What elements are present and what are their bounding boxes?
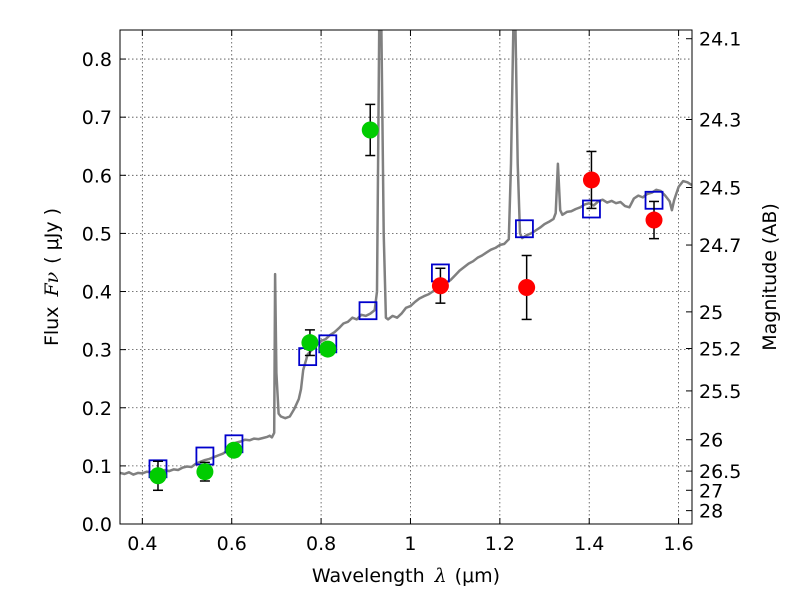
- magnitude-tick-label: 24.1: [699, 29, 741, 51]
- x-tick-label: 0.4: [127, 533, 157, 555]
- x-tick-label: 0.8: [306, 533, 336, 555]
- plot-frame: [119, 29, 693, 525]
- model-square-marker: [515, 219, 534, 239]
- magnitude-tick-label: 24.3: [699, 110, 741, 132]
- observed-point-marker: [582, 171, 600, 189]
- observed-point-marker: [361, 121, 379, 139]
- magnitude-tick-label: 25.5: [699, 381, 741, 403]
- observed-point-marker: [196, 463, 214, 481]
- magnitude-tick-label: 27: [699, 480, 723, 502]
- magnitude-tick-label: 24.5: [699, 177, 741, 199]
- magnitude-tick-label: 26: [699, 430, 723, 452]
- x-tick-label: 0.6: [217, 533, 247, 555]
- observed-point-marker: [319, 340, 337, 358]
- ticks-layer: 0.4 0.6 0.8 1 1.2 1.4 1.6 0.0 0.1 0.2 0.3 0.4 0.5 0.6…: [82, 29, 742, 555]
- right-axis-label: Magnitude (AB): [759, 203, 781, 351]
- spectrum-line: [120, 30, 692, 476]
- y-tick-label: 0.2: [82, 398, 112, 420]
- observed-point-marker: [518, 278, 536, 296]
- magnitude-tick-label: 26.5: [699, 461, 741, 483]
- y-tick-label: 0.5: [82, 223, 112, 245]
- magnitude-tick-label: 25: [699, 302, 723, 324]
- observed-point-marker: [645, 211, 663, 229]
- error-bars-layer: [152, 103, 660, 492]
- y-tick-label: 0.3: [82, 340, 112, 362]
- model-photometry-layer: [148, 190, 664, 479]
- observed-point-marker: [431, 277, 449, 295]
- x-axis-label: Wavelength λ (μm): [312, 565, 500, 587]
- y-tick-label: 0.6: [82, 165, 112, 187]
- model-square-marker: [358, 301, 378, 321]
- observed-point-marker: [149, 467, 167, 485]
- observed-point-marker: [225, 441, 243, 459]
- x-tick-label: 1: [404, 533, 416, 555]
- x-tick-label: 1.6: [663, 533, 693, 555]
- observed-photometry-layer: [149, 121, 663, 485]
- magnitude-tick-label: 24.7: [699, 235, 741, 257]
- y-tick-label: 0.0: [82, 514, 112, 536]
- y-axis-label: FluxFν( μJy ): [41, 208, 63, 346]
- y-tick-label: 0.7: [82, 107, 112, 129]
- magnitude-tick-label: 25.2: [699, 338, 741, 360]
- spectrum-layer: [120, 30, 692, 476]
- grid-lines: [120, 30, 692, 524]
- y-tick-label: 0.8: [82, 49, 112, 71]
- x-tick-label: 1.2: [485, 533, 515, 555]
- y-tick-label: 0.1: [82, 456, 112, 478]
- magnitude-tick-label: 28: [699, 501, 723, 523]
- observed-point-marker: [301, 334, 319, 352]
- x-tick-label: 1.4: [574, 533, 604, 555]
- y-tick-label: 0.4: [82, 282, 112, 304]
